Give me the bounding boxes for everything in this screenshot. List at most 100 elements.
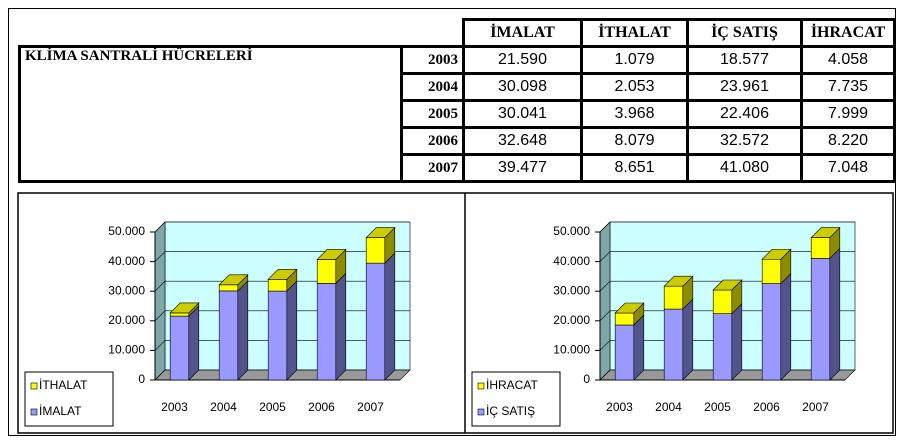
value-cell: 3.968 xyxy=(580,99,689,129)
bar-segment xyxy=(169,312,190,317)
table-row: 2007 39.477 8.651 41.080 7.048 xyxy=(20,153,896,183)
bar-top xyxy=(267,269,298,280)
table-row: İMALAT İTHALAT İÇ SATIŞ İHRACAT xyxy=(20,18,896,48)
x-tick-label: 2005 xyxy=(704,400,731,414)
column-header: İHRACAT xyxy=(800,18,896,48)
bar-segment xyxy=(712,289,733,314)
table-title: KLİMA SANTRALİ HÜCRELERİ xyxy=(18,45,403,183)
value-cell: 7.735 xyxy=(800,72,896,102)
bar-segment xyxy=(267,290,288,381)
side-wall xyxy=(154,221,166,381)
value-cell: 32.648 xyxy=(462,126,583,156)
bar-side xyxy=(335,272,347,381)
column-header: İÇ SATIŞ xyxy=(686,18,803,48)
value-cell: 7.999 xyxy=(800,99,896,129)
x-tick-label: 2003 xyxy=(161,400,188,414)
legend-box xyxy=(471,371,561,427)
bar-top xyxy=(810,227,841,238)
column-header: İMALAT xyxy=(462,18,583,48)
value-cell: 7.048 xyxy=(800,153,896,183)
x-tick-label: 2006 xyxy=(308,400,335,414)
bar-side xyxy=(188,305,200,381)
legend-label: İHRACAT xyxy=(486,378,538,392)
bar-segment xyxy=(316,283,337,381)
bar-side xyxy=(633,314,645,381)
y-tick-label: 20.000 xyxy=(108,313,145,327)
value-cell: 22.406 xyxy=(686,99,803,129)
x-tick-label: 2004 xyxy=(655,400,682,414)
year-cell: 2003 xyxy=(400,45,465,75)
bar-segment xyxy=(761,283,782,381)
x-tick-label: 2004 xyxy=(210,400,237,414)
bar-top xyxy=(614,302,645,314)
y-tick-label: 50.000 xyxy=(108,224,145,238)
grid-line xyxy=(154,221,410,233)
table-row: 2004 30.098 2.053 23.961 7.735 xyxy=(20,72,896,102)
x-tick-label: 2006 xyxy=(753,400,780,414)
value-cell: 30.098 xyxy=(462,72,583,102)
x-tick-label: 2005 xyxy=(259,400,286,414)
x-tick-label: 2003 xyxy=(606,400,633,414)
table-row: 2005 30.041 3.968 22.406 7.999 xyxy=(20,99,896,129)
legend-swatch xyxy=(477,408,485,416)
legend-box xyxy=(24,371,114,427)
bar-segment xyxy=(614,324,635,381)
year-cell: 2005 xyxy=(400,99,465,129)
value-cell: 32.572 xyxy=(686,126,803,156)
bar-top xyxy=(761,248,792,260)
value-cell: 18.577 xyxy=(686,45,803,75)
value-cell: 8.079 xyxy=(580,126,689,156)
bar-side xyxy=(682,298,694,381)
legend-label: İTHALAT xyxy=(39,378,88,392)
value-cell: 23.961 xyxy=(686,72,803,102)
x-tick-label: 2007 xyxy=(357,400,384,414)
bar-side xyxy=(237,280,249,381)
chart-frame xyxy=(17,192,894,434)
bar-side xyxy=(829,247,841,381)
value-cell: 2.053 xyxy=(580,72,689,102)
value-cell: 41.080 xyxy=(686,153,803,183)
bar-segment xyxy=(316,259,337,284)
bar-side xyxy=(286,280,298,381)
bar-segment xyxy=(810,258,831,381)
bar-top xyxy=(169,302,200,314)
legend-label: İMALAT xyxy=(39,404,82,418)
x-tick-label: 2007 xyxy=(802,400,829,414)
year-cell: 2004 xyxy=(400,72,465,102)
y-tick-label: 0 xyxy=(583,372,590,386)
bar-segment xyxy=(218,284,239,292)
bar-side xyxy=(780,272,792,381)
bar-segment xyxy=(810,237,831,259)
page-frame xyxy=(8,8,896,436)
bar-top xyxy=(316,249,347,260)
bar-segment xyxy=(267,279,288,292)
value-cell: 30.041 xyxy=(462,99,583,129)
side-wall xyxy=(599,221,611,381)
bar-segment xyxy=(614,312,635,326)
year-cell: 2007 xyxy=(400,153,465,183)
value-cell: 1.079 xyxy=(580,45,689,75)
bar-segment xyxy=(663,285,684,310)
y-tick-label: 50.000 xyxy=(553,224,590,238)
legend-swatch xyxy=(30,382,38,390)
bar-top xyxy=(365,227,396,238)
y-tick-label: 40.000 xyxy=(553,254,590,268)
bar-segment xyxy=(218,290,239,381)
bar-segment xyxy=(365,262,386,381)
bar-top xyxy=(663,275,694,287)
table-row: KLİMA SANTRALİ HÜCRELERİ 2003 21.590 1.079 1… xyxy=(18,45,896,183)
y-tick-label: 20.000 xyxy=(553,313,590,327)
legend-swatch xyxy=(477,382,485,390)
column-header: İTHALAT xyxy=(580,18,689,48)
y-tick-label: 10.000 xyxy=(553,343,590,357)
bar-segment xyxy=(712,313,733,381)
table-row: 2006 32.648 8.079 32.572 8.220 xyxy=(20,126,896,156)
bar-segment xyxy=(761,258,782,284)
value-cell: 39.477 xyxy=(462,153,583,183)
bar-segment xyxy=(169,315,190,381)
y-tick-label: 30.000 xyxy=(108,283,145,297)
grid-line xyxy=(599,221,855,233)
y-tick-label: 0 xyxy=(138,372,145,386)
